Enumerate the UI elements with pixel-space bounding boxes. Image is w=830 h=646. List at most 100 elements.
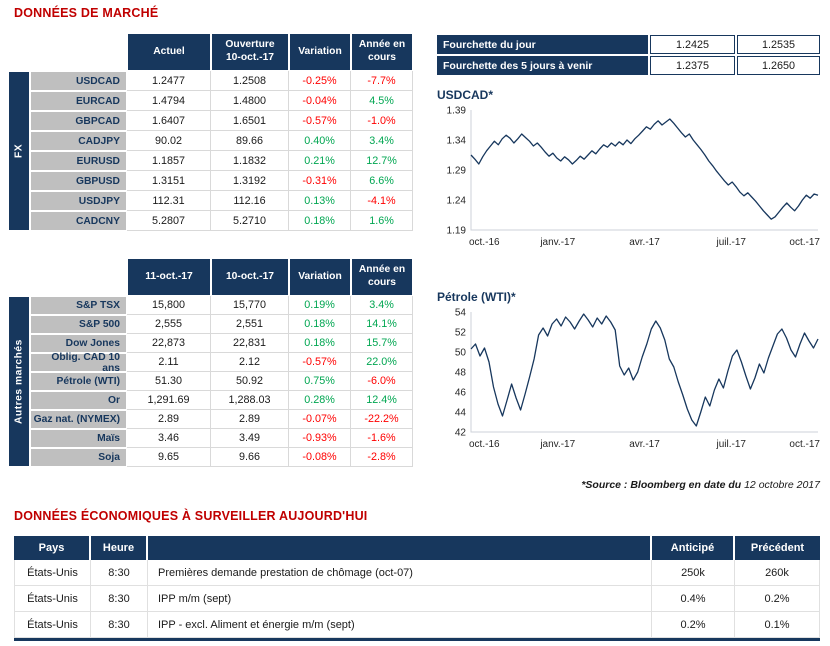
markets-value-cell: 1,291.69	[127, 391, 211, 410]
econ-header-event	[148, 536, 652, 560]
markets-value-cell: 2.11	[127, 353, 211, 372]
markets-value-cell: 22,831	[211, 334, 289, 353]
markets-ytd-cell: -22.2%	[351, 410, 413, 429]
markets-ytd-cell: -1.6%	[351, 429, 413, 448]
markets-row-label: Pétrole (WTI)	[30, 372, 127, 391]
range-5day-high: 1.2650	[737, 56, 820, 75]
x-tick-label: janv.-17	[539, 237, 575, 248]
markets-value-cell: 2,555	[127, 315, 211, 334]
markets-value-cell: 22,873	[127, 334, 211, 353]
y-tick-label: 50	[455, 348, 467, 359]
markets-variation-cell: 0.18%	[289, 315, 351, 334]
fx-value-cell: 5.2807	[127, 211, 211, 231]
fx-value-cell: 112.31	[127, 191, 211, 211]
markets-ytd-cell: 22.0%	[351, 353, 413, 372]
econ-event-cell: Premières demande prestation de chômage …	[148, 560, 652, 586]
fx-ytd-cell: -4.1%	[351, 191, 413, 211]
fx-ytd-cell: -7.7%	[351, 71, 413, 91]
chart-axis	[470, 312, 818, 433]
x-tick-label: oct.-16	[469, 439, 500, 450]
fx-variation-cell: -0.31%	[289, 171, 351, 191]
econ-title: DONNÉES ÉCONOMIQUES À SURVEILLER AUJOURD…	[14, 509, 368, 523]
market-data-title: DONNÉES DE MARCHÉ	[14, 6, 159, 20]
econ-anticipated-cell: 0.2%	[652, 612, 735, 638]
markets-row-label: Dow Jones	[30, 334, 127, 353]
markets-ytd-cell: 15.7%	[351, 334, 413, 353]
fx-variation-cell: 0.40%	[289, 131, 351, 151]
fx-variation-cell: -0.57%	[289, 111, 351, 131]
markets-column-header: Variation	[289, 258, 351, 296]
markets-column-header: 11-oct.-17	[127, 258, 211, 296]
fx-variation-cell: -0.25%	[289, 71, 351, 91]
fx-variation-cell: 0.21%	[289, 151, 351, 171]
markets-row-label: Gaz nat. (NYMEX)	[30, 410, 127, 429]
fx-row-label: GBPUSD	[30, 171, 127, 191]
source-date: 12 octobre 2017	[744, 479, 820, 491]
x-tick-label: avr.-17	[629, 237, 660, 248]
markets-value-cell: 2.89	[211, 410, 289, 429]
source-prefix: *Source : Bloomberg en date du	[581, 479, 742, 491]
econ-event-cell: IPP - excl. Aliment et énergie m/m (sept…	[148, 612, 652, 638]
markets-value-cell: 51.30	[127, 372, 211, 391]
markets-ytd-cell: -6.0%	[351, 372, 413, 391]
markets-value-cell: 50.92	[211, 372, 289, 391]
fx-variation-cell: 0.18%	[289, 211, 351, 231]
y-tick-label: 1.19	[447, 226, 467, 237]
markets-variation-cell: 0.75%	[289, 372, 351, 391]
y-tick-label: 1.34	[447, 136, 467, 147]
markets-value-cell: 3.49	[211, 429, 289, 448]
fx-value-cell: 90.02	[127, 131, 211, 151]
fx-value-cell: 1.2477	[127, 71, 211, 91]
fx-value-cell: 5.2710	[211, 211, 289, 231]
markets-ytd-cell: -2.8%	[351, 448, 413, 467]
fx-value-cell: 1.3151	[127, 171, 211, 191]
fx-row-label: CADCNY	[30, 211, 127, 231]
markets-variation-cell: -0.07%	[289, 410, 351, 429]
fx-ytd-cell: -1.0%	[351, 111, 413, 131]
x-tick-label: juil.-17	[716, 237, 747, 248]
fx-group-label: FX	[8, 71, 30, 231]
y-tick-label: 1.39	[447, 106, 467, 117]
fx-row-label: USDJPY	[30, 191, 127, 211]
econ-header-anticipated: Anticipé	[652, 536, 735, 560]
econ-time-cell: 8:30	[91, 586, 148, 612]
markets-variation-cell: -0.08%	[289, 448, 351, 467]
x-tick-label: janv.-17	[539, 439, 575, 450]
x-tick-label: avr.-17	[629, 439, 660, 450]
markets-row-label: Or	[30, 391, 127, 410]
chart-axis	[470, 110, 818, 231]
fx-ytd-cell: 6.6%	[351, 171, 413, 191]
fx-value-cell: 112.16	[211, 191, 289, 211]
econ-anticipated-cell: 0.4%	[652, 586, 735, 612]
price-line	[470, 313, 819, 427]
econ-time-cell: 8:30	[91, 612, 148, 638]
fx-value-cell: 1.2508	[211, 71, 289, 91]
markets-value-cell: 15,800	[127, 296, 211, 315]
econ-header-time: Heure	[91, 536, 148, 560]
markets-value-cell: 9.65	[127, 448, 211, 467]
econ-event-cell: IPP m/m (sept)	[148, 586, 652, 612]
markets-value-cell: 2.12	[211, 353, 289, 372]
range-5day-label: Fourchette des 5 jours à venir	[437, 56, 648, 75]
fx-ytd-cell: 3.4%	[351, 131, 413, 151]
markets-column-header: 10-oct.-17	[211, 258, 289, 296]
range-5day-low: 1.2375	[650, 56, 735, 75]
fx-header-spacer	[8, 33, 127, 71]
fx-value-cell: 1.1857	[127, 151, 211, 171]
usdcad-chart-title: USDCAD*	[437, 88, 494, 102]
price-line	[470, 118, 819, 220]
fx-value-cell: 1.4800	[211, 91, 289, 111]
markets-variation-cell: -0.57%	[289, 353, 351, 372]
econ-previous-cell: 0.1%	[735, 612, 820, 638]
markets-header-spacer	[8, 258, 127, 296]
markets-variation-cell: -0.93%	[289, 429, 351, 448]
range-day-low: 1.2425	[650, 35, 735, 54]
y-tick-label: 48	[455, 368, 467, 379]
markets-variation-cell: 0.19%	[289, 296, 351, 315]
source-note: *Source : Bloomberg en date du 12 octobr…	[420, 479, 820, 491]
fx-value-cell: 1.6501	[211, 111, 289, 131]
range-day-high: 1.2535	[737, 35, 820, 54]
fx-value-cell: 89.66	[211, 131, 289, 151]
y-tick-label: 42	[455, 428, 467, 439]
